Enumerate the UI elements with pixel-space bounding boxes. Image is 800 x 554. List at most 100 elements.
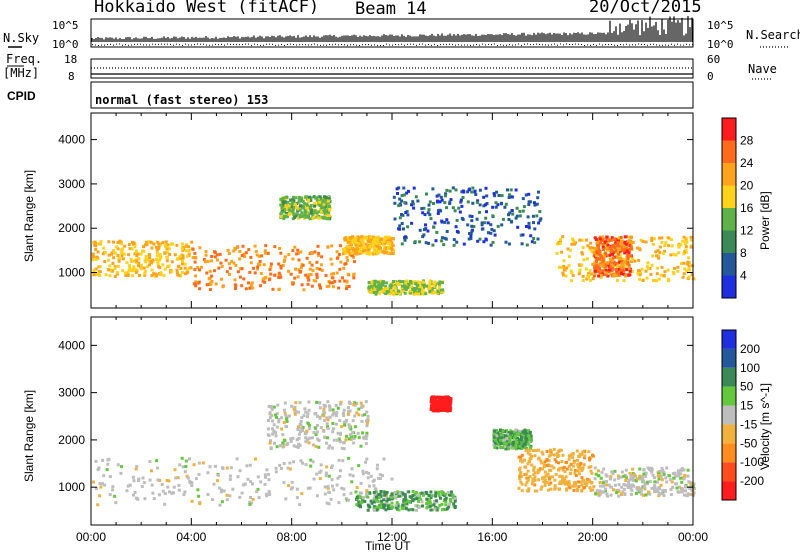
data-cell bbox=[197, 461, 201, 465]
data-cell bbox=[228, 474, 232, 478]
data-cell bbox=[298, 401, 302, 405]
data-cell bbox=[298, 198, 302, 202]
data-cell bbox=[427, 203, 431, 207]
data-cell bbox=[511, 212, 515, 216]
data-cell bbox=[327, 490, 331, 494]
data-cell bbox=[325, 501, 329, 505]
data-cell bbox=[638, 269, 642, 273]
data-cell bbox=[315, 273, 319, 277]
data-cell bbox=[365, 431, 369, 435]
data-cell bbox=[582, 258, 586, 262]
data-cell bbox=[290, 486, 294, 490]
data-cell bbox=[96, 250, 100, 254]
data-cell bbox=[377, 496, 381, 500]
data-cell bbox=[98, 274, 102, 278]
data-cell bbox=[504, 202, 508, 206]
data-cell bbox=[407, 189, 410, 193]
data-cell bbox=[617, 490, 621, 494]
colorbar-segment bbox=[722, 367, 736, 387]
data-cell bbox=[414, 491, 418, 494]
data-cell bbox=[602, 253, 606, 257]
data-cell bbox=[444, 503, 448, 507]
data-cell bbox=[619, 475, 623, 479]
data-cell bbox=[567, 464, 571, 468]
data-cell bbox=[583, 481, 587, 485]
data-cell bbox=[149, 240, 153, 244]
data-cell bbox=[494, 441, 497, 445]
data-cell bbox=[684, 245, 688, 249]
data-cell bbox=[517, 431, 521, 435]
data-cell bbox=[528, 448, 532, 452]
data-cell bbox=[630, 260, 634, 263]
data-cell bbox=[608, 257, 612, 261]
data-cell bbox=[372, 249, 376, 253]
data-cell bbox=[175, 243, 179, 247]
data-cell bbox=[592, 251, 596, 254]
data-cell bbox=[143, 497, 147, 501]
data-cell bbox=[319, 216, 323, 220]
data-cell bbox=[591, 277, 595, 281]
data-cell bbox=[624, 242, 628, 246]
data-cell bbox=[137, 261, 141, 265]
data-cell bbox=[106, 462, 110, 466]
data-cell bbox=[481, 227, 485, 231]
data-cell bbox=[628, 471, 632, 475]
data-cell bbox=[277, 262, 281, 266]
data-cell bbox=[584, 267, 588, 271]
data-cell bbox=[544, 481, 547, 485]
noise-axis-bottom-right: 10^0 bbox=[707, 38, 734, 51]
data-cell bbox=[467, 188, 471, 192]
data-cell bbox=[261, 277, 265, 281]
data-cell bbox=[531, 214, 535, 218]
data-cell bbox=[235, 246, 239, 249]
data-cell bbox=[684, 485, 688, 489]
data-cell bbox=[400, 222, 404, 225]
data-cell bbox=[217, 266, 221, 270]
data-cell bbox=[318, 204, 322, 208]
freq-axis-bottom: 8 bbox=[68, 70, 75, 83]
data-cell bbox=[366, 245, 370, 249]
data-cell bbox=[620, 485, 624, 489]
data-cell bbox=[308, 261, 312, 265]
data-cell bbox=[344, 438, 348, 442]
data-cell bbox=[386, 290, 390, 294]
data-cell bbox=[598, 249, 602, 253]
data-cell bbox=[386, 250, 390, 254]
data-cell bbox=[308, 436, 312, 440]
data-cell bbox=[626, 257, 630, 260]
data-cell bbox=[495, 446, 499, 450]
data-cell bbox=[142, 481, 146, 485]
data-cell bbox=[458, 210, 462, 214]
data-cell bbox=[390, 247, 394, 251]
data-cell bbox=[660, 265, 664, 269]
data-cell bbox=[419, 497, 423, 501]
data-cell bbox=[345, 284, 349, 288]
data-cell bbox=[484, 237, 488, 241]
data-cell bbox=[326, 436, 329, 440]
data-cell bbox=[598, 237, 602, 241]
data-cell bbox=[294, 206, 298, 210]
data-cell bbox=[526, 469, 530, 473]
noise-axis-top-left: 10^5 bbox=[52, 19, 79, 32]
data-cell bbox=[150, 483, 154, 487]
data-cell bbox=[646, 261, 650, 265]
data-cell bbox=[107, 240, 111, 244]
data-cell bbox=[333, 279, 337, 283]
data-cell bbox=[432, 395, 435, 399]
data-cell bbox=[167, 243, 171, 247]
data-cell bbox=[129, 257, 133, 261]
x-tick-label: 20:00 bbox=[578, 530, 608, 544]
data-cell bbox=[505, 439, 509, 443]
data-cell bbox=[336, 406, 340, 410]
data-cell bbox=[386, 497, 390, 501]
colorbar-segment bbox=[722, 424, 736, 444]
data-cell bbox=[371, 244, 374, 248]
data-cell bbox=[432, 503, 436, 507]
data-cell bbox=[315, 275, 319, 279]
data-cell bbox=[322, 216, 326, 220]
data-cell bbox=[318, 401, 322, 405]
data-cell bbox=[297, 200, 301, 204]
data-cell bbox=[561, 273, 565, 277]
data-cell bbox=[204, 250, 208, 254]
data-cell bbox=[590, 471, 594, 475]
